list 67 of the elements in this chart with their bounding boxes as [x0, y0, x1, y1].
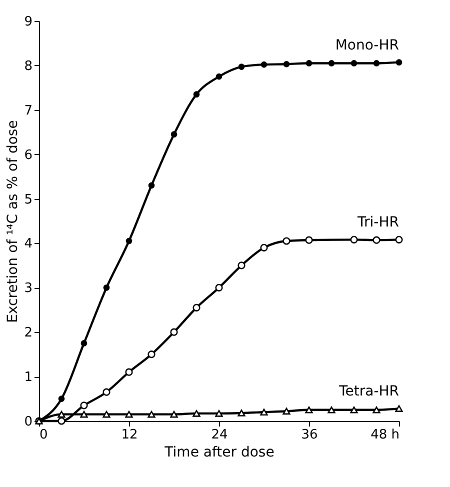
point: [102, 388, 110, 396]
point: [215, 284, 223, 292]
point: [58, 396, 65, 402]
point: [350, 60, 358, 66]
point: [148, 410, 156, 418]
point: [395, 236, 403, 244]
point: [126, 238, 132, 244]
point: [260, 61, 268, 68]
point: [102, 410, 110, 418]
point: [193, 91, 200, 98]
y-tick-label: 7: [24, 103, 32, 118]
point: [373, 60, 380, 66]
point: [125, 410, 133, 418]
point: [192, 304, 200, 312]
point: [305, 236, 313, 244]
point: [170, 328, 178, 336]
x-tick-label: 36: [301, 428, 318, 442]
point: [238, 262, 246, 270]
y-axis-title: Excretion of ¹⁴C as % of dose: [5, 120, 22, 323]
y-tick-label: 9: [24, 14, 32, 30]
y-tick-label: 8: [24, 58, 32, 74]
point: [103, 284, 110, 291]
point: [170, 410, 178, 418]
point: [215, 410, 223, 417]
point: [350, 236, 358, 244]
point: [305, 406, 313, 414]
point: [260, 244, 268, 252]
x-tick-label: 0: [40, 428, 48, 442]
point: [170, 131, 178, 138]
series-label: Mono-HR: [335, 37, 400, 54]
point: [372, 406, 380, 414]
series-label: Tri-HR: [356, 214, 400, 231]
point: [125, 368, 133, 376]
point: [58, 417, 66, 425]
y-tick-label: 5: [24, 192, 32, 208]
point: [283, 60, 290, 68]
x-tick-label: 48 h: [370, 428, 400, 442]
y-tick-label: 0: [24, 414, 32, 430]
y-tick-label: 4: [24, 236, 32, 252]
point: [238, 410, 246, 416]
point: [350, 406, 358, 414]
x-tick-label: 12: [121, 428, 138, 442]
point: [282, 237, 290, 245]
point: [306, 60, 312, 66]
series-label: Tetra-HR: [338, 384, 400, 400]
point: [216, 73, 222, 80]
point: [80, 410, 88, 418]
point: [260, 408, 268, 416]
point: [396, 59, 402, 66]
point: [395, 405, 403, 412]
x-tick-label: 24: [211, 428, 228, 442]
point: [372, 236, 380, 244]
y-tick-label: 3: [24, 281, 32, 296]
point: [328, 60, 335, 66]
point: [148, 350, 156, 358]
x-axis-title: Time after dose: [164, 444, 274, 460]
point: [148, 182, 155, 189]
point: [58, 410, 66, 418]
point: [282, 408, 290, 415]
y-tick-label: 1: [24, 370, 32, 386]
point: [192, 410, 200, 417]
y-tick-label: 2: [24, 326, 32, 341]
y-tick-label: 6: [24, 148, 32, 163]
point: [328, 406, 336, 414]
point: [238, 64, 245, 70]
point: [80, 402, 88, 410]
point: [80, 340, 88, 346]
